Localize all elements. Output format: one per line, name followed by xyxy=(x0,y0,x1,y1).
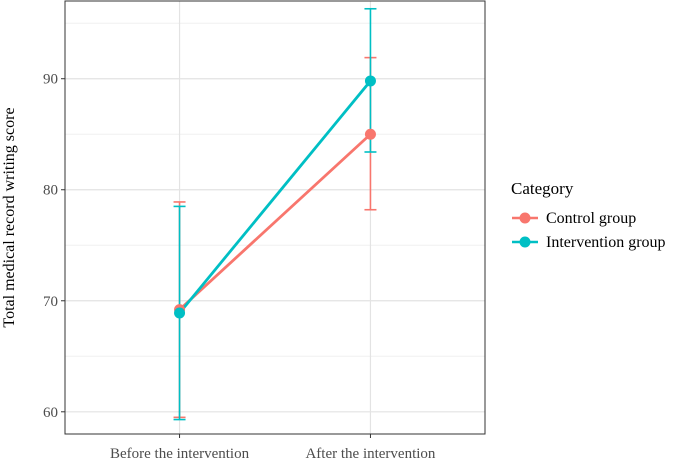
x-tick-label: Before the intervention xyxy=(110,446,250,461)
y-tick-label: 60 xyxy=(43,405,58,421)
series-layer xyxy=(173,7,377,421)
y-tick-label: 80 xyxy=(43,183,58,199)
series-line xyxy=(178,80,372,314)
y-axis-title: Total medical record writing score xyxy=(1,107,18,327)
series-line xyxy=(178,133,372,311)
y-tick-label: 70 xyxy=(43,294,58,310)
legend-item-intervention-group: Intervention group xyxy=(512,234,666,251)
legend-key-point xyxy=(519,236,531,248)
panel-border xyxy=(64,0,486,435)
series-line-control-group xyxy=(178,133,372,311)
grid-minor xyxy=(65,22,485,357)
series-points-intervention-group xyxy=(174,75,376,319)
data-point xyxy=(364,128,376,140)
axis-ticks xyxy=(61,78,371,438)
series-line-intervention-group xyxy=(178,80,372,314)
axis-labels: 60 70 80 90 Before the intervention After the… xyxy=(43,72,436,461)
legend-label: Control group xyxy=(546,210,636,227)
legend-title: Category xyxy=(511,179,574,198)
legend-items: Control group Intervention group xyxy=(512,210,666,251)
y-tick-label: 90 xyxy=(43,72,58,88)
legend-key-point xyxy=(519,212,531,224)
data-point xyxy=(174,307,186,319)
legend: Category Control group Intervention group xyxy=(511,179,666,251)
data-point xyxy=(364,75,376,87)
x-tick-label: After the intervention xyxy=(305,446,435,461)
legend-label: Intervention group xyxy=(546,234,666,251)
legend-item-control-group: Control group xyxy=(512,210,636,227)
